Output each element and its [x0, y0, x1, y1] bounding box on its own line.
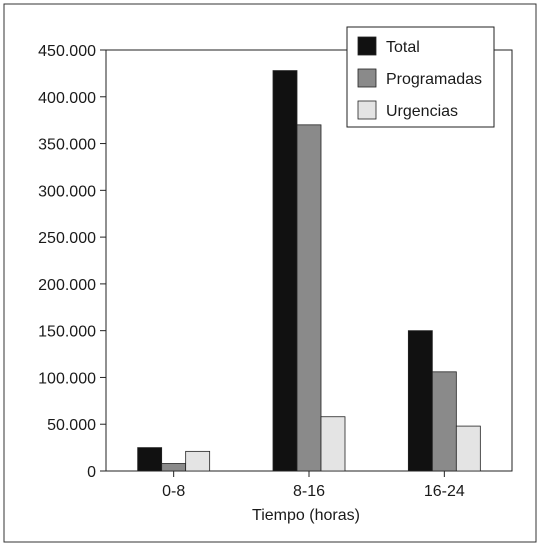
x-tick-label: 16-24	[424, 483, 465, 500]
bar-urgencias-16-24	[455, 425, 481, 472]
y-tick-label: 0	[87, 464, 96, 481]
bar-total-8-16	[272, 70, 298, 472]
legend-swatch-programadas	[357, 68, 377, 88]
bar-total-0-8	[137, 447, 163, 472]
x-axis: 0-8 8-16 16-24	[162, 471, 465, 500]
bars	[137, 70, 481, 472]
legend-label-programadas: Programadas	[386, 71, 482, 88]
bar-urgencias-8-16	[320, 416, 346, 472]
bar-total-16-24	[407, 330, 433, 472]
x-tick-label: 8-16	[293, 483, 325, 500]
y-tick-label: 50.000	[47, 417, 96, 434]
bar-programadas-8-16	[296, 124, 322, 472]
y-tick-label: 150.000	[38, 324, 96, 341]
legend-swatch-urgencias	[357, 100, 377, 120]
y-tick-label: 250.000	[38, 230, 96, 247]
y-tick-label: 350.000	[38, 137, 96, 154]
y-tick-label: 100.000	[38, 370, 96, 387]
bar-programadas-16-24	[431, 371, 457, 472]
bar-urgencias-0-8	[185, 450, 211, 472]
bar-programadas-0-8	[161, 463, 187, 472]
y-tick-label: 300.000	[38, 183, 96, 200]
x-axis-title: Tiempo (horas)	[252, 507, 360, 524]
y-axis: 0 50.000 100.000 150.000 200.000 250.000 300.0…	[38, 43, 106, 481]
legend-label-total: Total	[386, 39, 420, 56]
legend: Total Programadas Urgencias	[346, 26, 495, 128]
y-tick-label: 450.000	[38, 43, 96, 60]
x-tick-label: 0-8	[162, 483, 185, 500]
y-tick-label: 200.000	[38, 277, 96, 294]
legend-swatch-total	[357, 36, 377, 56]
y-tick-label: 400.000	[38, 90, 96, 107]
legend-label-urgencias: Urgencias	[386, 103, 458, 120]
